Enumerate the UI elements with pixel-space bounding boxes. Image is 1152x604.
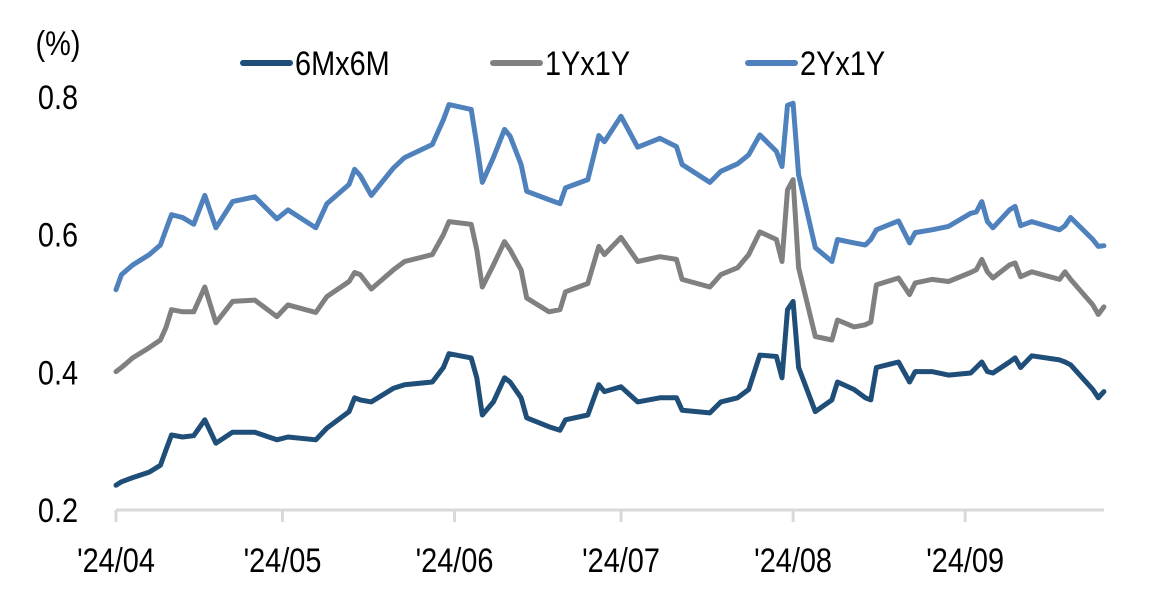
- legend-item-2yx1y: 2Yx1Y: [745, 44, 885, 83]
- series-line-2yx1y: [113, 100, 1107, 293]
- x-axis: '24/04 '24/05 '24/06 '24/07 '24/08 '24/09: [77, 508, 1104, 580]
- legend: 6Mx6M 1Yx1Y 2Yx1Y: [240, 44, 885, 83]
- legend-item-6mx6m: 6Mx6M: [240, 44, 390, 83]
- x-tick-label: '24/06: [416, 541, 494, 580]
- y-tick-label: 0.2: [38, 491, 78, 530]
- series-line-1yx1y: [113, 177, 1107, 375]
- x-tick-label: '24/05: [244, 541, 322, 580]
- y-tick-label: 0.8: [38, 78, 78, 117]
- y-tick-label: 0.6: [38, 215, 78, 254]
- x-tick-label: '24/07: [582, 541, 660, 580]
- legend-label: 1Yx1Y: [545, 44, 630, 83]
- y-axis: 0.2 0.4 0.6 0.8: [38, 78, 78, 530]
- x-tick-label: '24/09: [926, 541, 1004, 580]
- x-tick-label: '24/04: [77, 541, 155, 580]
- y-unit-label: (%): [36, 24, 81, 63]
- legend-label: 6Mx6M: [295, 44, 390, 83]
- legend-label: 2Yx1Y: [800, 44, 885, 83]
- series-line-6mx6m: [113, 298, 1107, 488]
- plot-area: [113, 100, 1107, 488]
- y-tick-label: 0.4: [38, 353, 78, 392]
- legend-item-1yx1y: 1Yx1Y: [490, 44, 630, 83]
- x-tick-label: '24/08: [754, 541, 832, 580]
